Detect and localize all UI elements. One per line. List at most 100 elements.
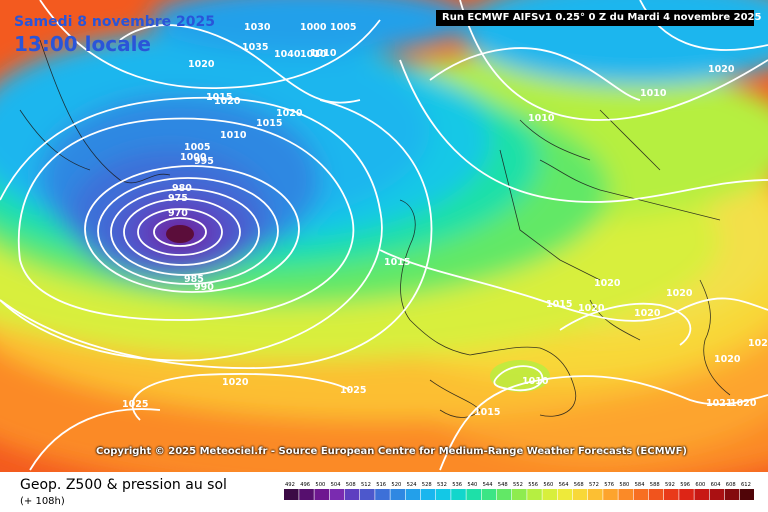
isobar-label: 1020 bbox=[708, 64, 735, 75]
scale-tick-label: 608 bbox=[726, 482, 736, 488]
isobar-label: 985 bbox=[184, 274, 204, 285]
scale-tick-label: 556 bbox=[528, 482, 538, 488]
forecast-date: Samedi 8 novembre 2025 bbox=[14, 14, 215, 30]
isobar-label: 1005 bbox=[330, 22, 356, 33]
scale-tick-label: 572 bbox=[589, 482, 599, 488]
parameter-title: Geop. Z500 & pression au sol bbox=[20, 477, 227, 493]
scale-tick-label: 528 bbox=[422, 482, 432, 488]
scale-color-cell bbox=[648, 489, 664, 500]
scale-tick-label: 524 bbox=[407, 482, 418, 488]
scale-color-cell bbox=[451, 489, 466, 500]
scale-tick-label: 492 bbox=[285, 482, 295, 488]
scale-color-cell bbox=[496, 489, 512, 500]
scale-tick-label: 532 bbox=[437, 482, 447, 488]
isobar-label: 1010 bbox=[300, 49, 327, 60]
isobar-label: 1010 bbox=[640, 88, 667, 99]
scale-color-cell bbox=[481, 489, 497, 500]
isobar-label: 1020 bbox=[748, 338, 768, 349]
scale-color-cell bbox=[329, 489, 345, 500]
color-scale: 492 496 500 504 508 512 516 520 524 528 532 536 540 5… bbox=[284, 482, 754, 500]
scale-tick-label: 564 bbox=[559, 482, 570, 488]
isobar-label: 980 bbox=[172, 183, 192, 194]
scale-color-cell bbox=[709, 489, 725, 500]
isobars bbox=[0, 0, 768, 471]
isobar-label: 1020 bbox=[666, 288, 693, 299]
isobar-label: 1020 bbox=[276, 108, 303, 119]
isobar-label: 1010 bbox=[220, 130, 247, 141]
scale-tick-label: 548 bbox=[498, 482, 508, 488]
isobar-label: 1025 bbox=[340, 385, 366, 396]
isobar-label: 1015 bbox=[384, 257, 410, 268]
isobar-label: 1020 bbox=[730, 398, 757, 409]
isobar-label: 1040 bbox=[274, 49, 301, 60]
scale-tick-label: 560 bbox=[543, 482, 553, 488]
scale-tick-label: 596 bbox=[680, 482, 690, 488]
scale-color-cell bbox=[512, 489, 527, 500]
scale-color-cell bbox=[405, 489, 421, 500]
forecast-lead-time: (+ 108h) bbox=[20, 496, 65, 507]
isobar-label: 1015 bbox=[474, 407, 500, 418]
scale-color-cell bbox=[603, 489, 618, 500]
scale-color-cell bbox=[420, 489, 436, 500]
scale-tick-label: 580 bbox=[619, 482, 629, 488]
scale-tick-label: 496 bbox=[300, 482, 310, 488]
isobar-label: 1021 bbox=[706, 398, 732, 409]
scale-color-cell bbox=[679, 489, 694, 500]
scale-color-cell bbox=[314, 489, 329, 500]
scale-color-cell bbox=[572, 489, 588, 500]
scale-tick-label: 540 bbox=[467, 482, 477, 488]
scale-tick-label: 552 bbox=[513, 482, 523, 488]
scale-color-cell bbox=[299, 489, 314, 500]
scale-tick-label: 536 bbox=[452, 482, 462, 488]
geopotential-color-field bbox=[0, 0, 768, 472]
isobar-label: 1020 bbox=[594, 278, 621, 289]
legend-footer: Geop. Z500 & pression au sol (+ 108h) 49… bbox=[0, 472, 768, 512]
scale-color-cell bbox=[344, 489, 360, 500]
scale-tick-label: 568 bbox=[574, 482, 584, 488]
isobar-label: 1020 bbox=[634, 308, 661, 319]
scale-tick-label: 584 bbox=[635, 482, 646, 488]
scale-color-cell bbox=[390, 489, 405, 500]
isobar-label: 975 bbox=[168, 193, 188, 204]
scale-color-cell bbox=[284, 489, 299, 500]
scale-color-cell bbox=[375, 489, 390, 500]
scale-color-cell bbox=[466, 489, 481, 500]
isobar-label: 1010 bbox=[528, 113, 555, 124]
scale-tick-label: 508 bbox=[346, 482, 356, 488]
scale-tick-label: 512 bbox=[361, 482, 371, 488]
forecast-local-time: 13:00 locale bbox=[14, 32, 151, 56]
isobar-label: 1020 bbox=[188, 59, 215, 70]
scale-color-cell bbox=[694, 489, 709, 500]
scale-color-cell bbox=[542, 489, 557, 500]
isobar-label: 970 bbox=[168, 208, 188, 219]
isobar-label: 1030 bbox=[244, 22, 271, 33]
scale-tick-label: 604 bbox=[711, 482, 722, 488]
isobar-label: 1020 bbox=[714, 354, 741, 365]
scale-tick-label: 520 bbox=[391, 482, 401, 488]
scale-color-cell bbox=[724, 489, 740, 500]
isobar-label: 1035 bbox=[242, 42, 268, 53]
scale-color-cell bbox=[664, 489, 679, 500]
scale-tick-label: 600 bbox=[695, 482, 705, 488]
coastlines bbox=[19, 39, 731, 418]
isobar-label: 1015 bbox=[546, 299, 572, 310]
isobar-label: 1010 bbox=[522, 376, 549, 387]
isobar-label: 990 bbox=[194, 282, 214, 293]
scale-color-cell bbox=[588, 489, 603, 500]
scale-tick-label: 504 bbox=[331, 482, 342, 488]
scale-color-cell bbox=[436, 489, 451, 500]
scale-tick-label: 544 bbox=[483, 482, 494, 488]
isobar-label: 1020 bbox=[214, 96, 241, 107]
isobar-label: 995 bbox=[194, 156, 214, 167]
scale-color-cell bbox=[360, 489, 375, 500]
scale-tick-label: 516 bbox=[376, 482, 386, 488]
copyright-notice: Copyright © 2025 Meteociel.fr - Source E… bbox=[96, 446, 687, 457]
scale-color-cell bbox=[740, 489, 754, 500]
scale-tick-label: 500 bbox=[315, 482, 325, 488]
scale-tick-label: 588 bbox=[650, 482, 660, 488]
isobar-label: 1020 bbox=[222, 377, 249, 388]
isobar-label: 1005 bbox=[184, 142, 210, 153]
